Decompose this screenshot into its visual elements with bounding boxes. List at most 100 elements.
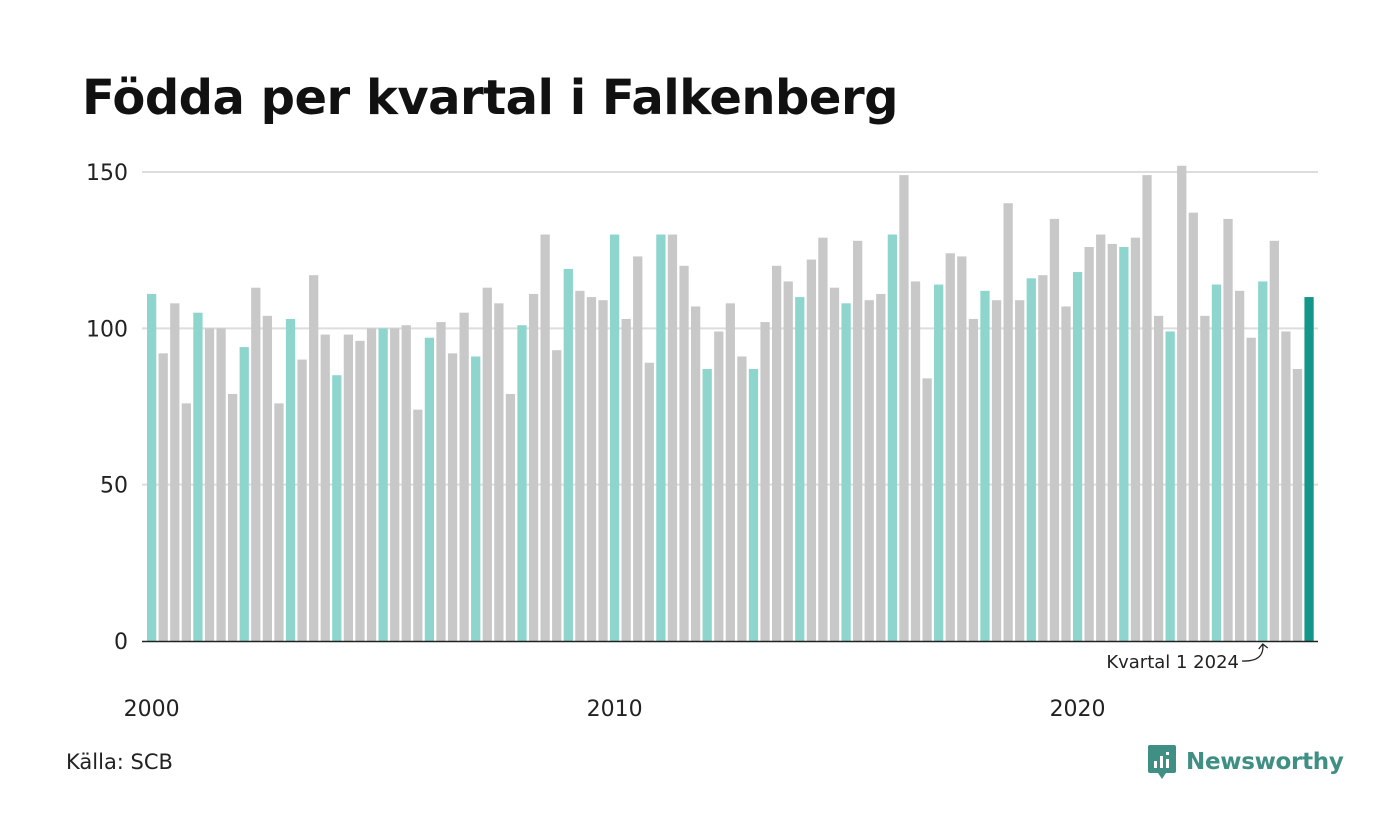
bar: [748, 368, 759, 641]
bar: [1038, 275, 1048, 641]
bar: [1026, 278, 1036, 641]
bar: [656, 234, 666, 641]
bar: [690, 306, 701, 641]
bar: [922, 378, 932, 641]
bar: [447, 353, 458, 641]
bars: [147, 165, 1314, 642]
annotation: Kvartal 1 2024: [1106, 643, 1269, 673]
bar: [482, 287, 492, 641]
bar: [251, 287, 261, 641]
bar: [517, 325, 527, 641]
bar: [1165, 331, 1175, 641]
bar: [1061, 306, 1071, 641]
bar: [274, 403, 284, 641]
bar: [737, 356, 747, 641]
bar: [575, 290, 585, 641]
x-tick-label: 2000: [124, 697, 180, 722]
bar: [876, 293, 886, 641]
bar: [494, 303, 504, 641]
bar: [679, 265, 689, 641]
bar: [170, 303, 180, 641]
bar: [829, 287, 840, 641]
bar: [864, 300, 874, 641]
bar: [297, 359, 307, 641]
bar: [366, 328, 377, 641]
bar: [1119, 247, 1129, 642]
bar: [1130, 237, 1141, 641]
bar: [309, 275, 319, 641]
bar: [633, 256, 643, 641]
bar: [1304, 297, 1314, 641]
bar: [806, 259, 816, 641]
bar: [1107, 243, 1117, 641]
bar: [899, 175, 909, 641]
bar: [702, 368, 712, 641]
bar: [1084, 247, 1094, 642]
x-tick-label: 2010: [587, 697, 643, 722]
bar: [332, 375, 342, 641]
bar: [621, 318, 631, 641]
bar: [1015, 300, 1025, 641]
bar: [355, 340, 365, 641]
bar: [783, 281, 793, 641]
bar: [586, 297, 597, 641]
bar: [471, 356, 481, 641]
bar: [853, 240, 863, 642]
y-tick-label: 100: [86, 317, 128, 342]
bar: [934, 284, 944, 641]
newsworthy-logo-icon: [1148, 745, 1176, 779]
bar: [1211, 284, 1222, 641]
bar: [563, 268, 573, 641]
bar: [424, 337, 435, 641]
y-tick-label: 0: [114, 630, 128, 655]
bar: [285, 318, 296, 641]
bar: [193, 312, 203, 641]
bar: [1188, 212, 1198, 641]
bar: [390, 328, 400, 641]
bar: [378, 328, 388, 641]
bar: [910, 281, 921, 641]
bar: [552, 350, 562, 641]
bar: [239, 347, 249, 641]
bar: [1246, 337, 1256, 641]
bar: [968, 318, 979, 641]
bar: [795, 297, 805, 641]
y-axis-ticks: 0 50 100 150: [86, 161, 128, 655]
bar: [413, 409, 423, 641]
bar: [609, 234, 620, 641]
bar: [841, 303, 851, 641]
bar: [945, 253, 955, 642]
bar: [228, 393, 238, 641]
bar: [1096, 234, 1106, 641]
bar: [1153, 315, 1164, 641]
annotation-arrow: [1241, 643, 1269, 662]
annotation-label: Kvartal 1 2024: [1106, 652, 1239, 673]
bar: [262, 315, 272, 641]
bar: [459, 312, 469, 641]
bar: [1072, 272, 1083, 641]
bar: [760, 322, 770, 641]
bar: [1292, 368, 1303, 641]
bar: [216, 328, 226, 641]
bar: [1258, 281, 1268, 641]
newsworthy-logo: Newsworthy: [1147, 744, 1344, 780]
bar: [1234, 290, 1245, 641]
bar: [505, 393, 516, 641]
bar: [714, 331, 724, 641]
bar: [147, 293, 157, 641]
x-tick-label: 2020: [1050, 697, 1106, 722]
bar: [158, 353, 168, 641]
bar: [1281, 331, 1291, 641]
bar: [772, 265, 782, 641]
bar: [980, 290, 990, 641]
bar: [1200, 315, 1210, 641]
bar: [991, 300, 1002, 641]
source-label: Källa: SCB: [66, 750, 173, 774]
bar: [320, 334, 330, 641]
bar: [1269, 240, 1279, 642]
bar: [1049, 218, 1060, 641]
bar: [1177, 165, 1187, 641]
bar: [1003, 203, 1013, 641]
bar: [644, 362, 654, 641]
